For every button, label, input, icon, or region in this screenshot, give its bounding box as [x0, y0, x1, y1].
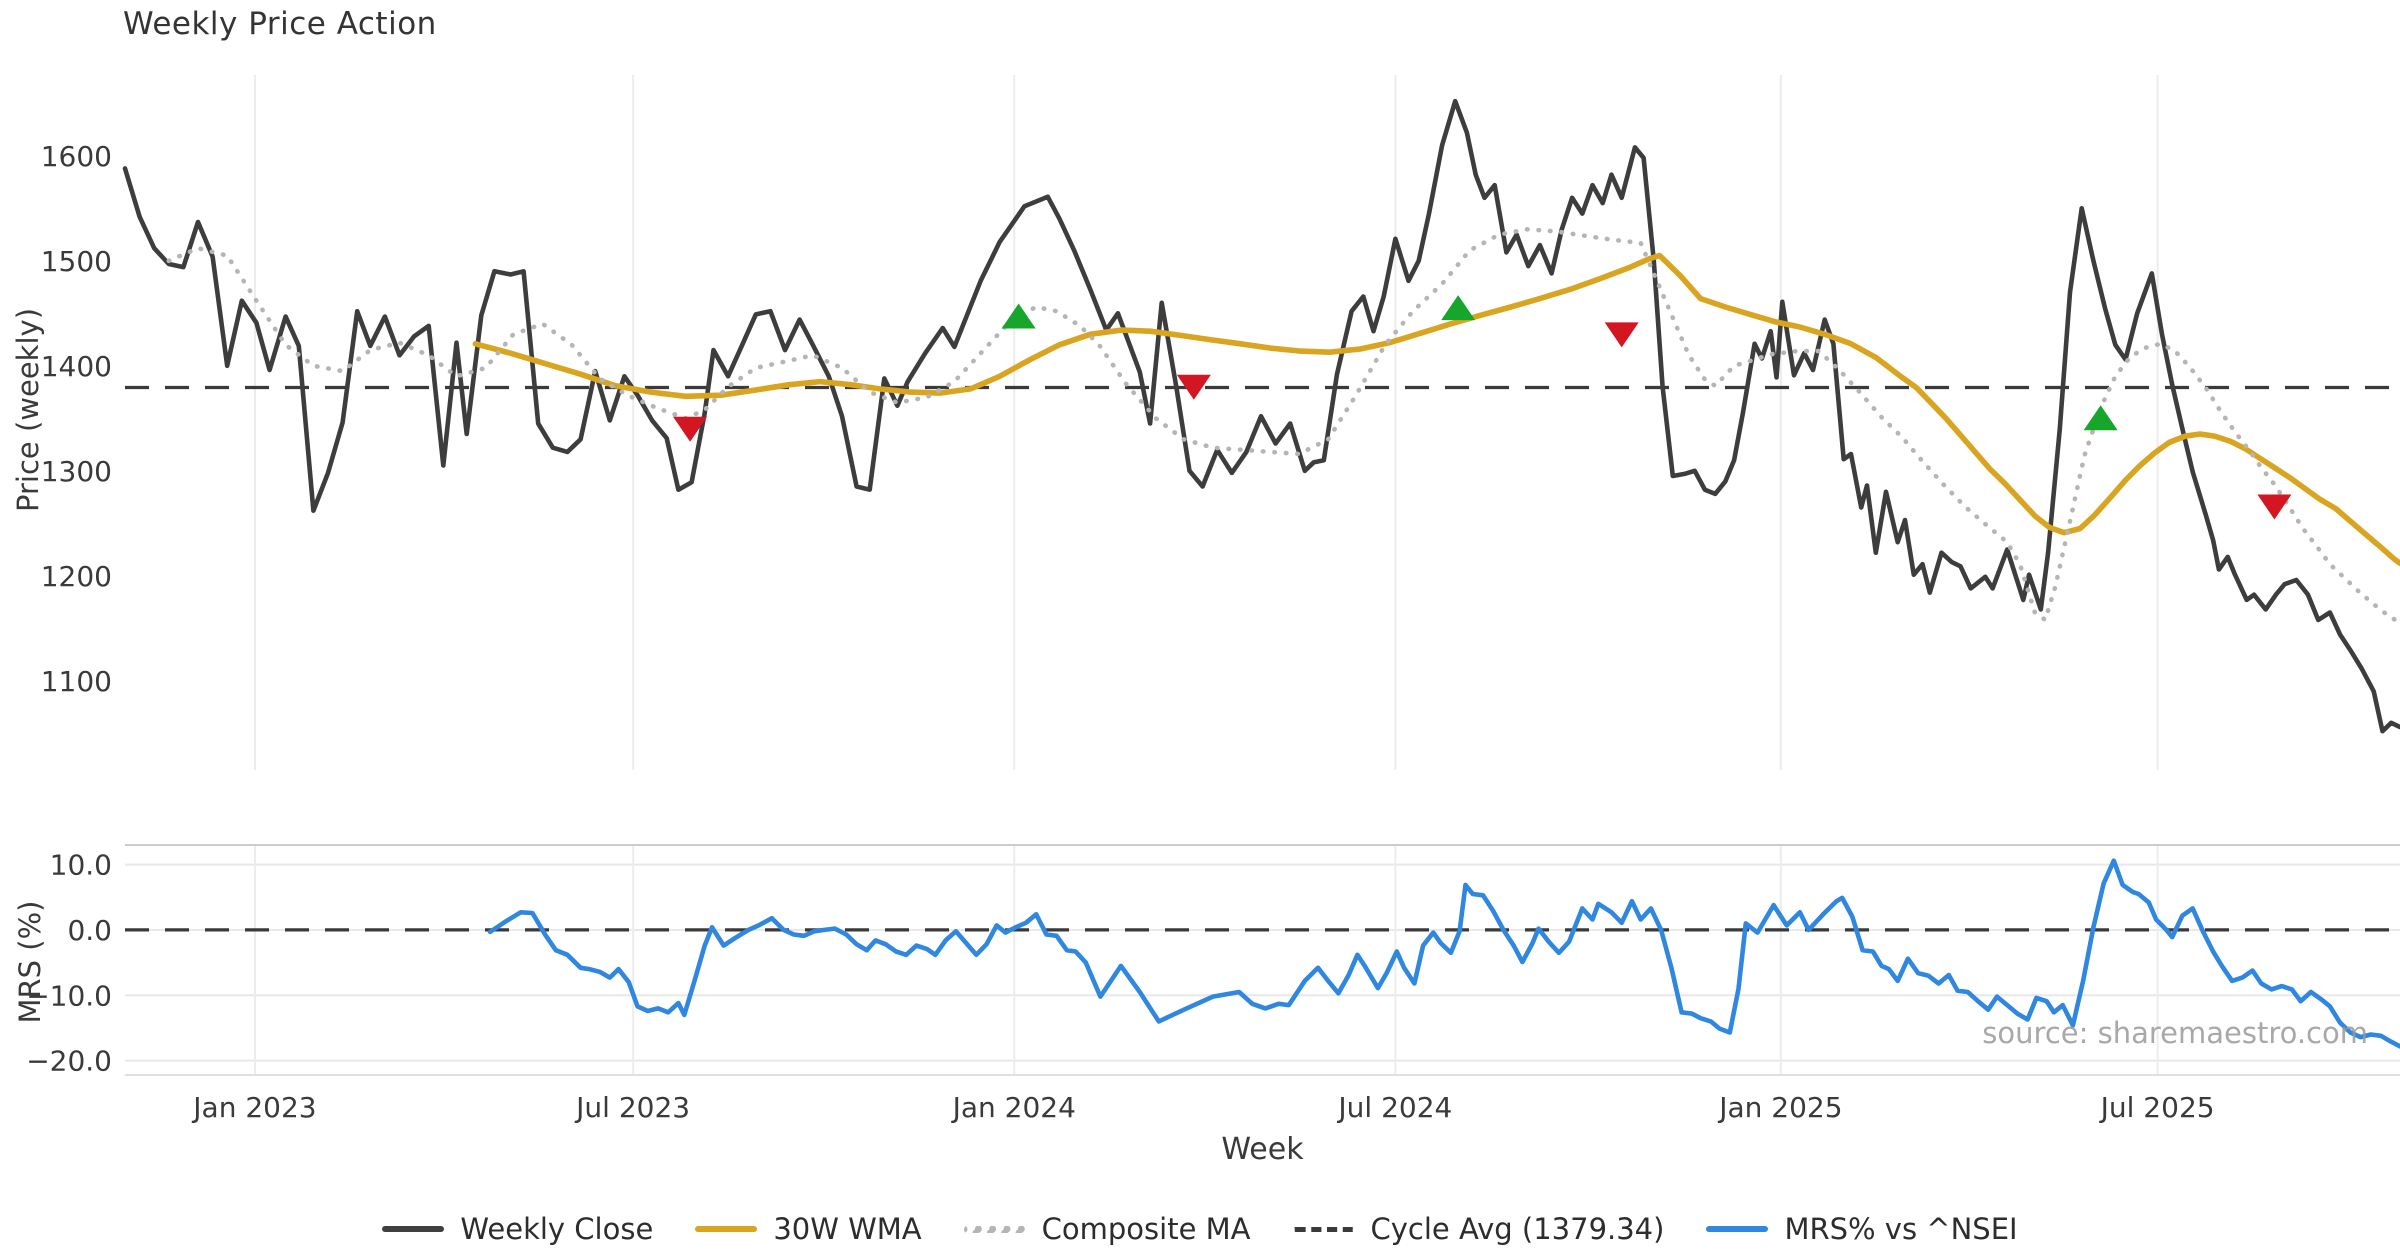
legend-label: 30W WMA — [773, 1212, 922, 1246]
source-watermark: source: sharemaestro.com — [1982, 1016, 2368, 1050]
legend-item-composite-ma: Composite MA — [963, 1212, 1251, 1246]
y-tick-label: 1600 — [41, 140, 112, 173]
legend-label: Composite MA — [1041, 1212, 1251, 1246]
cycle-avg-swatch-icon — [1292, 1226, 1355, 1232]
mrs-line — [487, 858, 2400, 1049]
wma-swatch-icon — [695, 1226, 758, 1232]
x-tick-label: Jul 2023 — [574, 1091, 690, 1124]
week-axis-label: Week — [1221, 1132, 1304, 1167]
bullish-signal-marker — [2083, 405, 2118, 431]
bullish-signal-marker — [1441, 295, 1476, 321]
x-tick-label: Jul 2024 — [1336, 1091, 1452, 1124]
y-tick-label: 1400 — [41, 350, 112, 383]
y-tick-label: 1100 — [41, 665, 112, 698]
legend-label: MRS% vs ^NSEI — [1784, 1212, 2018, 1246]
legend-item-30w-wma: 30W WMA — [695, 1212, 922, 1246]
composite-ma-line — [166, 227, 2400, 626]
composite-swatch-icon — [963, 1225, 1026, 1233]
x-tick-label: Jan 2024 — [951, 1091, 1076, 1124]
mrs-swatch-icon — [1706, 1226, 1769, 1232]
chart-title: Weekly Price Action — [123, 6, 437, 42]
legend-item-cycle-avg: Cycle Avg (1379.34) — [1292, 1212, 1665, 1246]
y-tick-label: 10.0 — [50, 849, 112, 882]
legend-item-mrs: MRS% vs ^NSEI — [1706, 1212, 2018, 1246]
bearish-signal-marker — [1604, 322, 1639, 348]
bearish-signal-marker — [1176, 374, 1211, 400]
legend-item-weekly-close: Weekly Close — [382, 1212, 653, 1246]
legend-label: Cycle Avg (1379.34) — [1370, 1212, 1665, 1246]
y-tick-label: 1500 — [41, 245, 112, 278]
chart-legend: Weekly Close 30W WMA Composite MA Cycle … — [0, 1212, 2400, 1246]
x-tick-label: Jul 2025 — [2099, 1091, 2215, 1124]
wma-30w-line — [472, 252, 2400, 566]
legend-label: Weekly Close — [460, 1212, 654, 1246]
weekly-close-line — [122, 98, 2400, 734]
weekly-close-swatch-icon — [382, 1226, 445, 1232]
x-tick-label: Jan 2025 — [1717, 1091, 1842, 1124]
bullish-signal-marker — [1001, 303, 1036, 329]
y-tick-label: −10.0 — [26, 979, 112, 1012]
y-tick-label: 1200 — [41, 560, 112, 593]
bearish-signal-marker — [673, 416, 708, 442]
y-tick-label: −20.0 — [26, 1045, 112, 1078]
x-tick-label: Jan 2023 — [191, 1091, 316, 1124]
y-tick-label: 1300 — [41, 455, 112, 488]
bearish-signal-marker — [2257, 494, 2292, 520]
y-tick-label: 0.0 — [67, 914, 112, 947]
